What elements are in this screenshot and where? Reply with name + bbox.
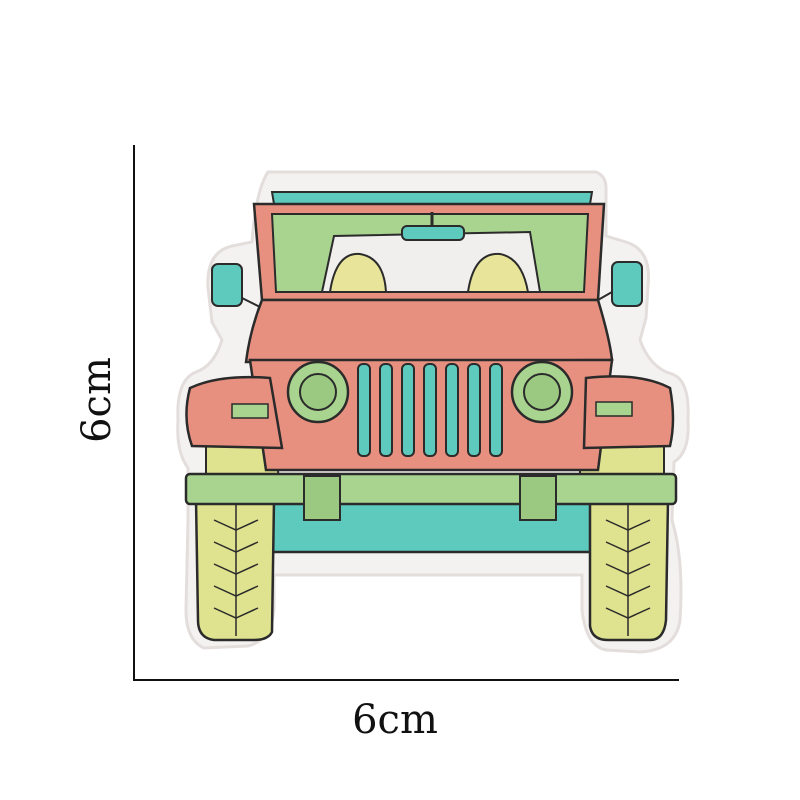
left-bumper-bracket [303,475,341,521]
grille-slot [357,363,371,457]
rearview-mirror [401,225,465,241]
roof-trim [270,191,594,205]
right-front-tire [588,498,670,642]
left-headlight-inner [299,373,337,411]
right-bumper-bracket [519,475,557,521]
grille-slot [401,363,415,457]
front-bumper [184,472,678,506]
right-fender-light [595,401,633,417]
width-dimension-label: 6cm [352,697,438,743]
left-tire-chevrons [213,519,259,619]
right-side-mirror [611,261,643,307]
height-axis-line [133,145,135,681]
left-front-tire [194,498,276,642]
right-tire-chevrons [605,519,651,619]
grille-slot [379,363,393,457]
right-seat [466,252,530,293]
grille-slot [423,363,437,457]
grille-slot [489,363,503,457]
grille-slots [357,363,503,457]
right-mirror-arm [597,291,613,301]
hood [244,298,614,364]
left-side-mirror [211,263,243,307]
width-axis-line [133,679,679,681]
left-fender-light [231,403,269,419]
left-seat [328,252,388,293]
grille-slot [445,363,459,457]
grille-slot [467,363,481,457]
right-headlight-inner [523,373,561,411]
